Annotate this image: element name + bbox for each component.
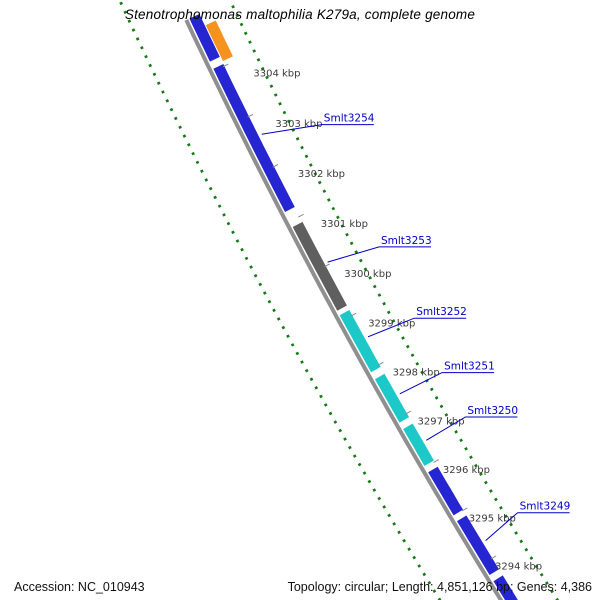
- gene-feature[interactable]: [493, 575, 518, 600]
- ruler-tick: [222, 63, 229, 68]
- gene-label-smlt3253[interactable]: Smlt3253: [381, 235, 432, 247]
- gene-label-leader: [327, 246, 431, 263]
- gene-label-leader: [485, 512, 570, 541]
- ruler-tick: [298, 213, 304, 218]
- gene-label-smlt3254[interactable]: Smlt3254: [324, 113, 375, 125]
- ruler-tick: [350, 312, 357, 317]
- ruler-tick: [272, 164, 279, 168]
- gene-label-leader: [367, 317, 467, 338]
- ruler-label: 3299 kbp: [368, 318, 415, 329]
- ruler-label: 3296 kbp: [443, 465, 490, 476]
- gene-label-smlt3249[interactable]: Smlt3249: [520, 501, 571, 513]
- genome-summary-text: Topology: circular; Length: 4,851,126 bp…: [287, 580, 592, 594]
- genome-title: Stenotrophomonas maltophilia K279a, comp…: [124, 7, 476, 22]
- accession-text: Accession: NC_010943: [14, 580, 145, 594]
- gene-label-smlt3252[interactable]: Smlt3252: [416, 306, 467, 318]
- status-bar: Accession: NC_010943 Topology: circular;…: [0, 580, 600, 594]
- ruler-tick: [433, 459, 439, 464]
- ruler-tick: [247, 113, 254, 118]
- gene-feature[interactable]: [205, 20, 233, 62]
- ruler-label: 3302 kbp: [298, 169, 345, 180]
- ruler-label: 3297 kbp: [418, 417, 465, 428]
- gene-feature[interactable]: [189, 13, 220, 62]
- gene-label-smlt3251[interactable]: Smlt3251: [444, 361, 495, 373]
- gene-label-smlt3250[interactable]: Smlt3250: [467, 405, 518, 417]
- ruler-label: 3300 kbp: [344, 269, 391, 280]
- gene-feature-smlt3252[interactable]: [339, 309, 381, 373]
- gene-label-leader: [261, 124, 374, 135]
- ruler-label: 3295 kbp: [469, 514, 516, 525]
- gene-feature[interactable]: [428, 466, 464, 516]
- gene-feature-smlt3253[interactable]: [292, 221, 347, 311]
- gene-feature-smlt3249[interactable]: [456, 515, 499, 575]
- ruler-tick: [405, 410, 412, 415]
- genome-backbone: [184, 19, 504, 600]
- ruler-tick: [461, 507, 468, 512]
- gene-feature-smlt3250[interactable]: [403, 423, 434, 466]
- gene-feature-smlt3254[interactable]: [213, 64, 295, 213]
- ruler-tick: [324, 263, 330, 268]
- ruler-label: 3294 kbp: [495, 562, 542, 573]
- ruler-tick: [377, 361, 384, 366]
- ruler-label: 3301 kbp: [321, 219, 368, 230]
- ruler-label: 3303 kbp: [275, 119, 322, 130]
- gene-label-leader: [399, 372, 495, 395]
- ruler-label: 3298 kbp: [393, 368, 440, 379]
- gene-feature-smlt3251[interactable]: [374, 373, 410, 423]
- gene-label-leader: [426, 416, 518, 441]
- ruler-label: 3304 kbp: [253, 68, 300, 79]
- ruler-tick: [490, 555, 497, 560]
